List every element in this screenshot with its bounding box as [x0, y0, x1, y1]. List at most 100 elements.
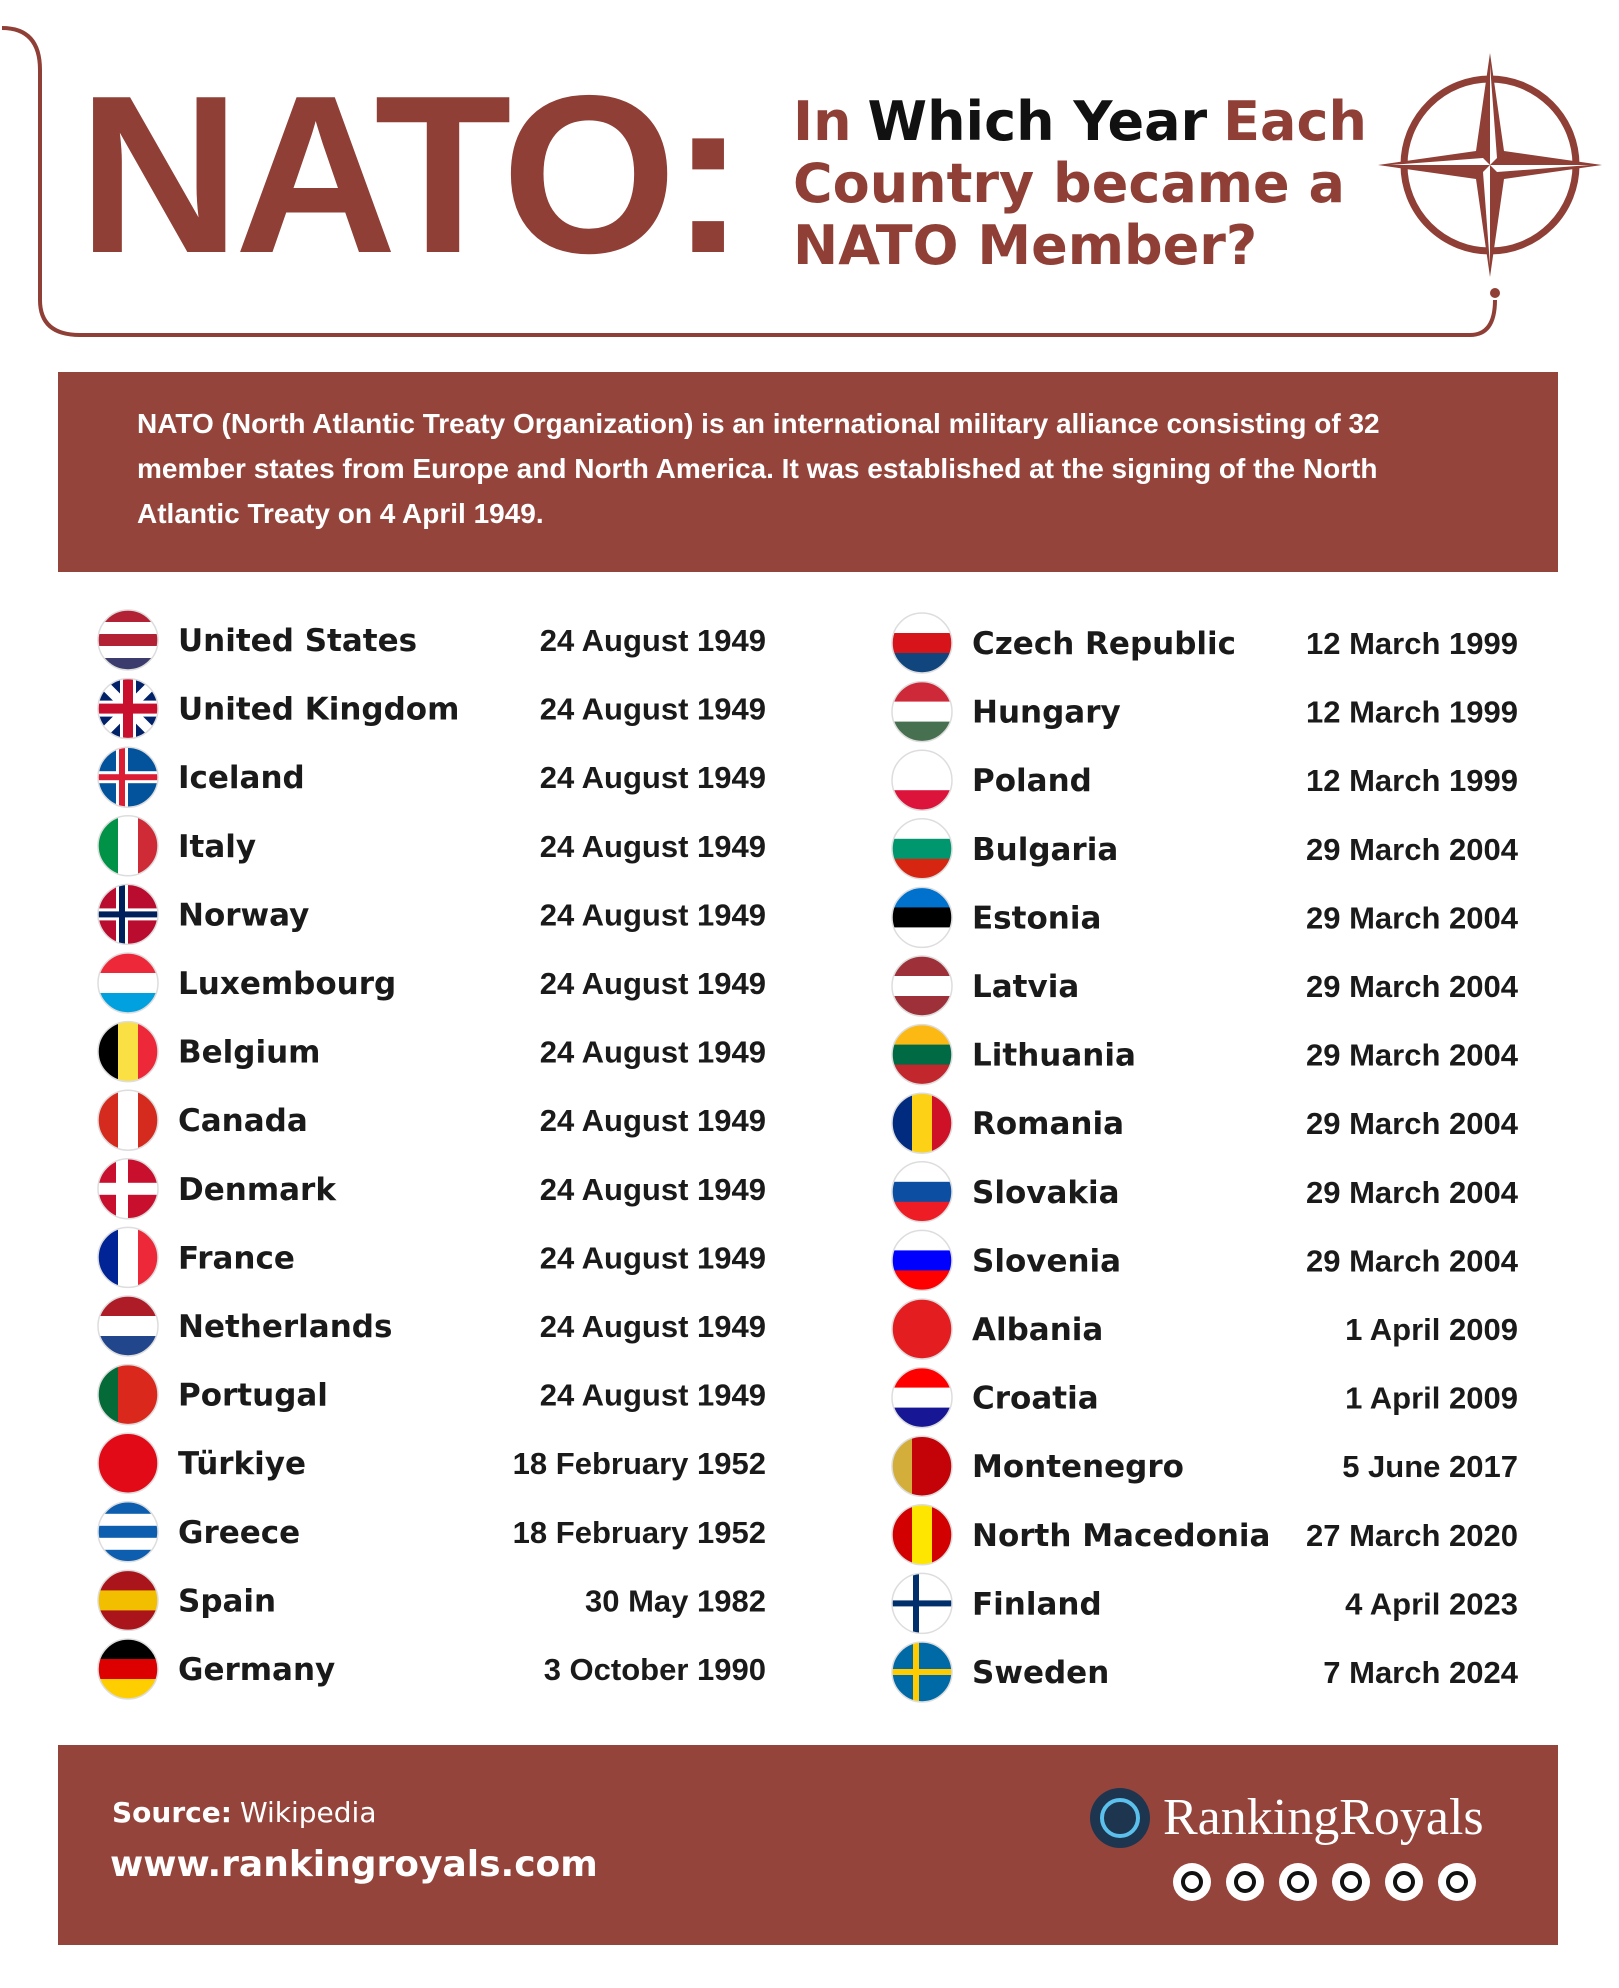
flag-body	[98, 610, 158, 670]
social-icon-mark	[1181, 1871, 1203, 1893]
flag-stripe	[892, 1161, 952, 1183]
country-name: Slovakia	[972, 1175, 1120, 1211]
country-name: Albania	[972, 1312, 1103, 1348]
flag-body	[98, 1433, 158, 1494]
join-date: 24 August 1949	[540, 1172, 766, 1207]
flag-stripe	[892, 681, 952, 703]
join-date: 4 April 2023	[1345, 1586, 1518, 1621]
join-date: 24 August 1949	[540, 692, 766, 727]
country-name: Slovenia	[972, 1243, 1121, 1279]
flag	[97, 1432, 159, 1494]
country-name: Italy	[178, 829, 256, 865]
flag-stripe	[912, 1436, 933, 1497]
subtitle-part: In	[793, 90, 852, 153]
flag-cross	[98, 774, 158, 781]
flag-stripe	[892, 1387, 952, 1409]
flag	[891, 1092, 953, 1154]
flag	[891, 1504, 953, 1566]
flag-stripe	[892, 858, 952, 879]
join-date: 24 August 1949	[540, 1240, 766, 1275]
flag-stripe	[892, 613, 952, 634]
social-icon	[1226, 1863, 1264, 1901]
flag-body	[892, 1299, 952, 1359]
flag	[891, 1161, 953, 1223]
flag-stripe	[892, 1299, 913, 1359]
flag-stripe	[98, 634, 158, 647]
flag-outline	[891, 1641, 953, 1703]
join-date: 29 March 2004	[1306, 1243, 1519, 1278]
flag-stripe	[892, 1250, 952, 1271]
flag-stripe	[98, 1549, 158, 1562]
join-date: 3 October 1990	[544, 1652, 766, 1687]
flag-body	[892, 1436, 952, 1497]
join-date: 24 August 1949	[540, 966, 766, 1001]
flag-stripe	[892, 1436, 913, 1497]
flag-stripe	[138, 815, 158, 876]
flag-outline	[97, 746, 159, 808]
social-icon-mark	[1340, 1871, 1362, 1893]
flag-body	[892, 613, 952, 673]
flag-stripe	[138, 1090, 158, 1151]
flag	[97, 1638, 159, 1700]
country-name: Finland	[972, 1586, 1102, 1622]
intro-box	[58, 372, 1558, 572]
country-name: Romania	[972, 1106, 1124, 1142]
flag	[97, 815, 159, 877]
flag-stripe	[98, 1590, 158, 1611]
flag-outline	[891, 955, 953, 1017]
flag-stripe	[98, 622, 158, 635]
flag-stripe	[98, 1364, 119, 1425]
flag-body	[892, 750, 952, 811]
flag-stripe	[892, 1407, 952, 1428]
country-name: Spain	[178, 1583, 276, 1619]
flag-stripe	[892, 1230, 952, 1251]
country-name: Portugal	[178, 1378, 328, 1414]
intro-line: Atlantic Treaty on 4 April 1949.	[137, 498, 544, 529]
subtitle-part: Each	[1223, 90, 1367, 153]
country-name: United Kingdom	[178, 692, 459, 728]
flag-stripe	[932, 1299, 952, 1359]
join-date: 29 March 2004	[1306, 1106, 1519, 1141]
flag-body	[98, 1158, 158, 1219]
flag-stripe	[98, 993, 158, 1013]
flag-stripe	[892, 956, 952, 977]
social-icon	[1173, 1863, 1211, 1901]
flag-stripe	[98, 646, 158, 659]
flag-stripe	[892, 1270, 952, 1291]
title: NATO:	[78, 48, 740, 300]
flag-cross	[892, 1669, 952, 1675]
flag-body	[98, 953, 158, 1013]
country-name: France	[178, 1240, 295, 1276]
social-icon-mark	[1393, 1871, 1415, 1893]
flag-stripe	[892, 1093, 913, 1154]
flag-body	[892, 1642, 952, 1702]
flag-body	[98, 1364, 158, 1425]
flag-outline	[97, 883, 159, 946]
flag-stripe	[98, 1433, 119, 1494]
flag	[891, 1641, 953, 1703]
flag-outline	[891, 1229, 953, 1292]
flag-outline	[97, 1226, 159, 1289]
flag	[97, 1226, 159, 1289]
flag-stripe	[98, 1570, 158, 1591]
flag-outline	[891, 612, 953, 674]
subtitle-part: Which Year	[868, 90, 1208, 153]
flag-stripe	[98, 1336, 158, 1356]
flag-stripe	[892, 1181, 952, 1203]
flag-body	[98, 1021, 158, 1082]
social-icons	[1173, 1863, 1476, 1901]
flag-body	[892, 1504, 952, 1565]
flag-stripe	[98, 1679, 158, 1699]
flag-outline	[891, 1023, 953, 1086]
brand-logo-ring	[1100, 1798, 1140, 1838]
flag-stripe	[892, 721, 952, 742]
join-date: 24 August 1949	[540, 1309, 766, 1344]
flag-body	[98, 1570, 158, 1631]
flag-outline	[891, 680, 953, 743]
flag-body	[892, 1367, 952, 1428]
join-date: 24 August 1949	[540, 1035, 766, 1070]
flag-outline	[891, 1572, 953, 1635]
flag-stripe	[912, 1299, 933, 1359]
flag-stripe	[98, 1090, 119, 1151]
flag-stripe	[892, 633, 952, 654]
